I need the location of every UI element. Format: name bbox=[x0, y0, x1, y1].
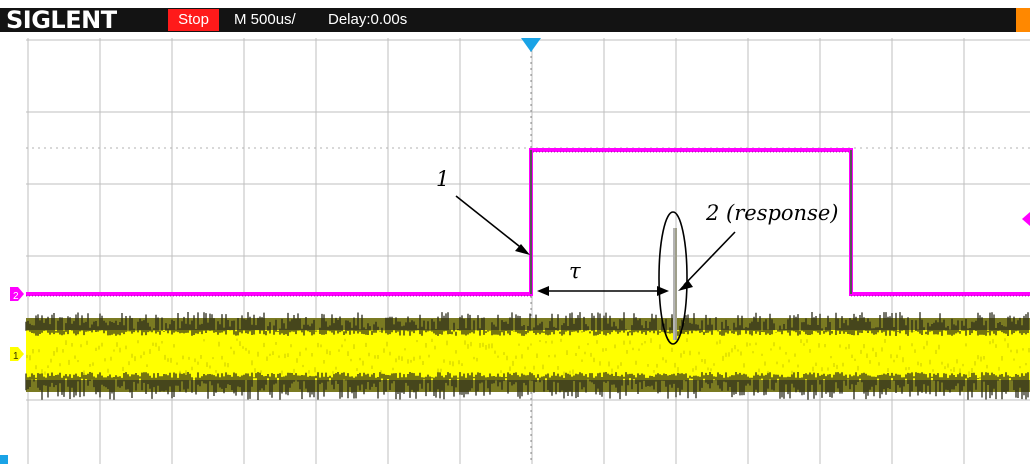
annotation-label-response: 2 (response) bbox=[705, 201, 838, 225]
scope-header: SIGLENT Stop M 500us/ Delay:0.00s bbox=[0, 0, 1030, 38]
annotation-label-tau: τ bbox=[569, 259, 581, 283]
timebase-readout[interactable]: M 500us/ bbox=[234, 11, 296, 28]
trigger-level-marker-icon[interactable] bbox=[1022, 212, 1030, 226]
response-ellipse bbox=[658, 211, 688, 345]
ch1-marker-label: 1 bbox=[13, 351, 19, 362]
arrow-2-line bbox=[683, 231, 736, 286]
arrow-1-line bbox=[455, 195, 525, 251]
ground-marker-icon bbox=[0, 455, 8, 464]
ch1-noise-spikes bbox=[25, 312, 1029, 400]
ch2-marker-label: 2 bbox=[13, 291, 19, 302]
stop-badge-bg bbox=[168, 9, 219, 31]
delay-readout[interactable]: Delay:0.00s bbox=[328, 11, 408, 28]
siglent-logo: SIGLENT bbox=[6, 6, 117, 34]
ch1-noise-trace bbox=[25, 312, 1030, 400]
ch1-band-core bbox=[26, 330, 1030, 380]
ch2-level-marker-icon[interactable]: 2 bbox=[10, 287, 24, 302]
center-axes bbox=[26, 38, 1030, 464]
tau-arrowhead-left bbox=[537, 286, 549, 296]
run-stop-button[interactable]: Stop bbox=[178, 11, 209, 28]
annotation-label-1: 1 bbox=[436, 167, 449, 191]
ch1-level-marker-icon[interactable]: 1 bbox=[10, 347, 24, 362]
ch2-pulse-trace bbox=[26, 148, 1030, 297]
response-spike bbox=[673, 228, 677, 340]
tau-arrowhead-right bbox=[657, 286, 669, 296]
arrowhead-1 bbox=[515, 244, 530, 255]
header-background bbox=[0, 0, 1030, 38]
ch1-noise-texture bbox=[26, 338, 1030, 377]
triangle-down-icon[interactable] bbox=[521, 38, 541, 52]
annotations bbox=[455, 195, 736, 345]
arrowheads bbox=[515, 244, 693, 296]
header-right-indicator bbox=[1016, 8, 1030, 32]
arrowhead-2 bbox=[678, 280, 693, 291]
